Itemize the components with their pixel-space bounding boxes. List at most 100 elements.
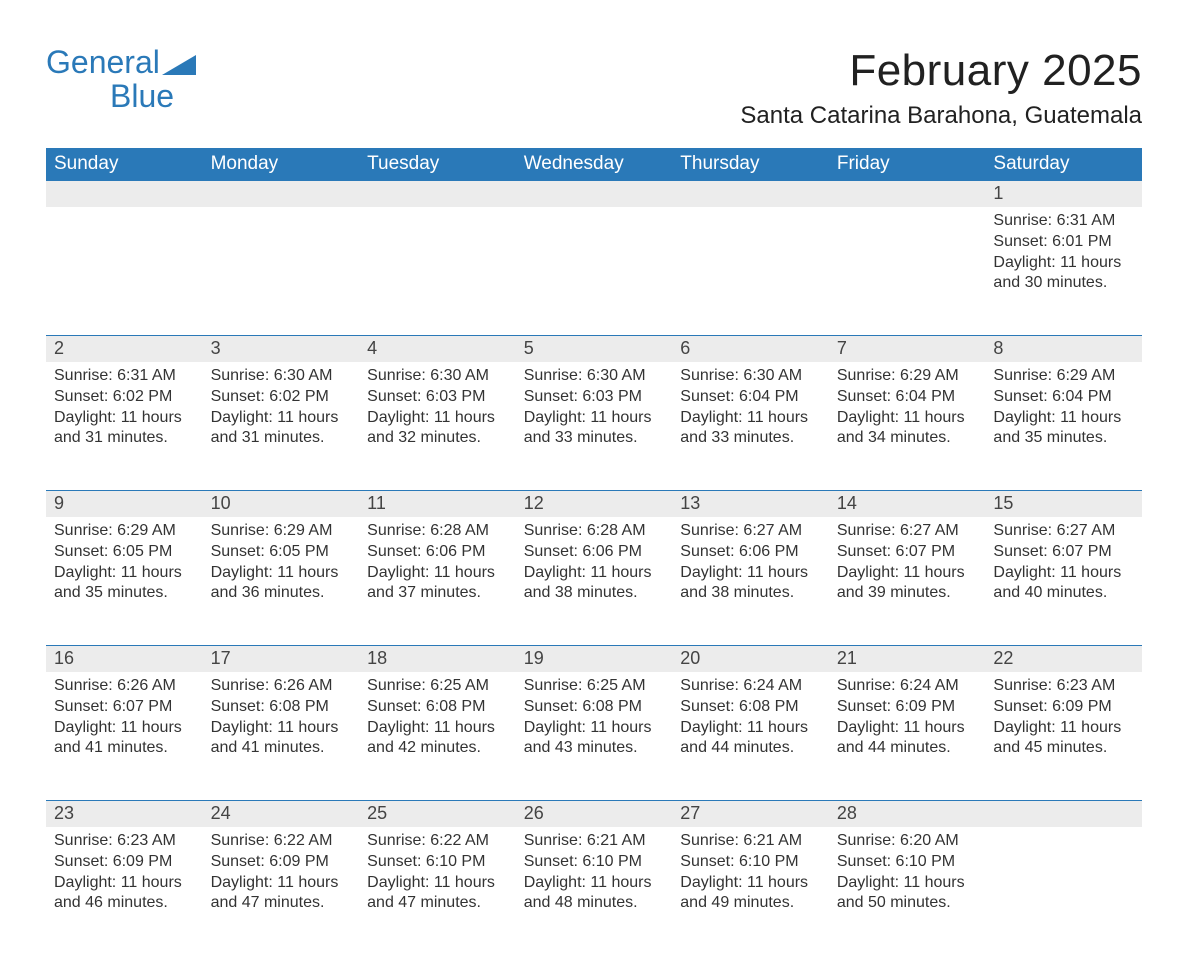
- weekday-header: Tuesday: [359, 148, 516, 181]
- day-sunset: Sunset: 6:04 PM: [680, 387, 821, 408]
- day-sunset: Sunset: 6:05 PM: [54, 542, 195, 563]
- day-daylight1: Daylight: 11 hours: [993, 718, 1134, 739]
- day-daylight2: and 34 minutes.: [837, 428, 978, 449]
- day-cell: Sunrise: 6:21 AMSunset: 6:10 PMDaylight:…: [516, 827, 673, 928]
- day-sunrise: Sunrise: 6:27 AM: [837, 521, 978, 542]
- day-daylight2: and 37 minutes.: [367, 583, 508, 604]
- day-number: 20: [672, 646, 829, 672]
- day-daylight1: Daylight: 11 hours: [211, 718, 352, 739]
- day-number: 18: [359, 646, 516, 672]
- day-number: 9: [46, 491, 203, 517]
- day-daylight1: Daylight: 11 hours: [367, 408, 508, 429]
- logo: General Blue: [46, 46, 196, 113]
- day-cell: Sunrise: 6:20 AMSunset: 6:10 PMDaylight:…: [829, 827, 986, 928]
- week-row: Sunrise: 6:31 AMSunset: 6:02 PMDaylight:…: [46, 362, 1142, 490]
- day-number: 16: [46, 646, 203, 672]
- day-daylight2: and 31 minutes.: [211, 428, 352, 449]
- day-cell: [829, 207, 986, 225]
- weekday-header: Wednesday: [516, 148, 673, 181]
- day-daylight1: Daylight: 11 hours: [837, 408, 978, 429]
- day-number: 2: [46, 336, 203, 362]
- day-daylight2: and 43 minutes.: [524, 738, 665, 759]
- day-number: 7: [829, 336, 986, 362]
- day-sunrise: Sunrise: 6:23 AM: [54, 831, 195, 852]
- day-daylight2: and 50 minutes.: [837, 893, 978, 914]
- day-daylight1: Daylight: 11 hours: [524, 873, 665, 894]
- day-sunrise: Sunrise: 6:26 AM: [211, 676, 352, 697]
- day-sunset: Sunset: 6:03 PM: [524, 387, 665, 408]
- day-daylight2: and 40 minutes.: [993, 583, 1134, 604]
- day-sunrise: Sunrise: 6:24 AM: [837, 676, 978, 697]
- day-cell: [46, 207, 203, 225]
- day-daylight2: and 44 minutes.: [837, 738, 978, 759]
- day-sunrise: Sunrise: 6:21 AM: [680, 831, 821, 852]
- week-row: Sunrise: 6:26 AMSunset: 6:07 PMDaylight:…: [46, 672, 1142, 800]
- day-cell: Sunrise: 6:24 AMSunset: 6:09 PMDaylight:…: [829, 672, 986, 773]
- day-number: [829, 181, 986, 207]
- day-number-row: 232425262728: [46, 800, 1142, 827]
- day-daylight1: Daylight: 11 hours: [211, 408, 352, 429]
- day-cell: Sunrise: 6:24 AMSunset: 6:08 PMDaylight:…: [672, 672, 829, 773]
- day-daylight1: Daylight: 11 hours: [837, 873, 978, 894]
- day-sunset: Sunset: 6:09 PM: [993, 697, 1134, 718]
- day-daylight1: Daylight: 11 hours: [680, 718, 821, 739]
- day-daylight2: and 31 minutes.: [54, 428, 195, 449]
- day-cell: Sunrise: 6:21 AMSunset: 6:10 PMDaylight:…: [672, 827, 829, 928]
- day-sunrise: Sunrise: 6:31 AM: [993, 211, 1134, 232]
- day-number: 25: [359, 801, 516, 827]
- day-cell: Sunrise: 6:31 AMSunset: 6:01 PMDaylight:…: [985, 207, 1142, 308]
- day-cell: [516, 207, 673, 225]
- day-sunrise: Sunrise: 6:20 AM: [837, 831, 978, 852]
- day-sunrise: Sunrise: 6:21 AM: [524, 831, 665, 852]
- day-sunset: Sunset: 6:03 PM: [367, 387, 508, 408]
- logo-text: General Blue: [46, 46, 196, 113]
- day-daylight2: and 33 minutes.: [524, 428, 665, 449]
- day-daylight2: and 30 minutes.: [993, 273, 1134, 294]
- day-sunset: Sunset: 6:07 PM: [993, 542, 1134, 563]
- day-sunrise: Sunrise: 6:27 AM: [993, 521, 1134, 542]
- day-number: 10: [203, 491, 360, 517]
- day-daylight1: Daylight: 11 hours: [54, 563, 195, 584]
- day-sunrise: Sunrise: 6:29 AM: [54, 521, 195, 542]
- day-daylight1: Daylight: 11 hours: [680, 408, 821, 429]
- day-sunset: Sunset: 6:10 PM: [680, 852, 821, 873]
- day-cell: Sunrise: 6:25 AMSunset: 6:08 PMDaylight:…: [516, 672, 673, 773]
- day-sunset: Sunset: 6:10 PM: [524, 852, 665, 873]
- day-daylight2: and 46 minutes.: [54, 893, 195, 914]
- weekday-header: Sunday: [46, 148, 203, 181]
- day-daylight2: and 47 minutes.: [211, 893, 352, 914]
- day-number: 3: [203, 336, 360, 362]
- day-sunset: Sunset: 6:09 PM: [837, 697, 978, 718]
- day-sunset: Sunset: 6:06 PM: [680, 542, 821, 563]
- month-title: February 2025: [740, 46, 1142, 96]
- day-number: 24: [203, 801, 360, 827]
- day-number: 27: [672, 801, 829, 827]
- day-sunset: Sunset: 6:08 PM: [211, 697, 352, 718]
- day-daylight1: Daylight: 11 hours: [680, 563, 821, 584]
- day-number: [516, 181, 673, 207]
- calendar: Sunday Monday Tuesday Wednesday Thursday…: [46, 148, 1142, 955]
- day-daylight2: and 38 minutes.: [524, 583, 665, 604]
- day-daylight2: and 44 minutes.: [680, 738, 821, 759]
- day-cell: Sunrise: 6:29 AMSunset: 6:04 PMDaylight:…: [985, 362, 1142, 463]
- day-number-row: 2345678: [46, 335, 1142, 362]
- day-sunset: Sunset: 6:07 PM: [837, 542, 978, 563]
- day-number: 15: [985, 491, 1142, 517]
- weekday-header: Friday: [829, 148, 986, 181]
- week-row: Sunrise: 6:29 AMSunset: 6:05 PMDaylight:…: [46, 517, 1142, 645]
- day-cell: Sunrise: 6:29 AMSunset: 6:05 PMDaylight:…: [46, 517, 203, 618]
- day-sunrise: Sunrise: 6:23 AM: [993, 676, 1134, 697]
- day-cell: Sunrise: 6:28 AMSunset: 6:06 PMDaylight:…: [359, 517, 516, 618]
- day-sunrise: Sunrise: 6:22 AM: [211, 831, 352, 852]
- weekday-header: Monday: [203, 148, 360, 181]
- day-daylight1: Daylight: 11 hours: [54, 873, 195, 894]
- day-daylight2: and 42 minutes.: [367, 738, 508, 759]
- day-daylight1: Daylight: 11 hours: [524, 718, 665, 739]
- day-cell: Sunrise: 6:25 AMSunset: 6:08 PMDaylight:…: [359, 672, 516, 773]
- day-sunrise: Sunrise: 6:24 AM: [680, 676, 821, 697]
- day-sunset: Sunset: 6:06 PM: [367, 542, 508, 563]
- day-cell: [985, 827, 1142, 845]
- day-sunrise: Sunrise: 6:29 AM: [993, 366, 1134, 387]
- day-daylight1: Daylight: 11 hours: [524, 563, 665, 584]
- day-sunset: Sunset: 6:10 PM: [837, 852, 978, 873]
